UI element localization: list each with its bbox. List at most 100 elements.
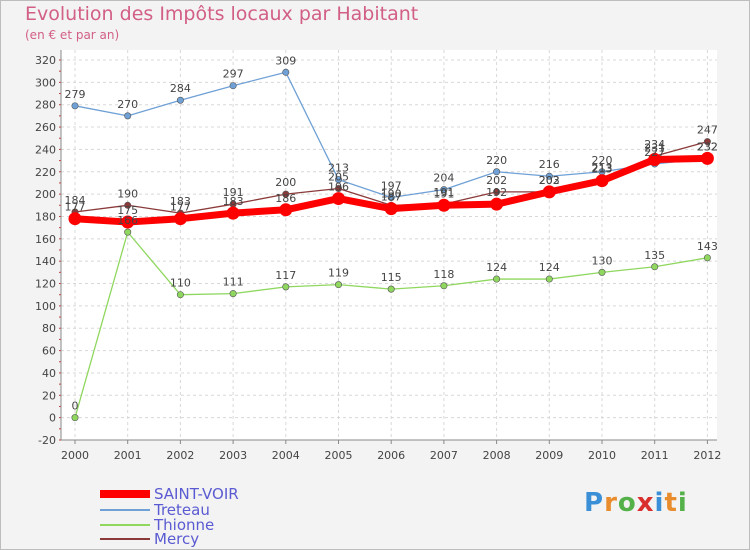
data-point bbox=[282, 68, 290, 76]
data-point bbox=[545, 275, 553, 283]
data-label: 279 bbox=[65, 88, 86, 101]
x-tick-label: 2007 bbox=[430, 449, 458, 462]
data-point bbox=[493, 188, 501, 196]
data-label: 202 bbox=[539, 174, 560, 187]
data-label: 196 bbox=[328, 181, 349, 194]
y-tick-label: 80 bbox=[42, 322, 56, 335]
data-label: 220 bbox=[486, 154, 507, 167]
data-label: 220 bbox=[592, 154, 613, 167]
data-label: 124 bbox=[486, 261, 507, 274]
data-label: 191 bbox=[433, 187, 454, 200]
data-label: 231 bbox=[644, 141, 665, 154]
data-label: 227 bbox=[644, 146, 665, 159]
data-label: 213 bbox=[592, 162, 613, 175]
data-point bbox=[173, 212, 187, 226]
data-label: 124 bbox=[539, 261, 560, 274]
data-point bbox=[440, 186, 448, 194]
x-tick-label: 2001 bbox=[114, 449, 142, 462]
data-label: 284 bbox=[170, 82, 191, 95]
legend-label: Mercy bbox=[154, 529, 200, 548]
logo-letter: i bbox=[677, 488, 688, 518]
data-point bbox=[387, 285, 395, 293]
data-point bbox=[121, 215, 135, 229]
x-tick-label: 2011 bbox=[641, 449, 669, 462]
y-tick-label: 220 bbox=[35, 166, 56, 179]
chart-subtitle: (en € et par an) bbox=[25, 28, 120, 42]
data-point bbox=[545, 172, 553, 180]
y-tick-label: 40 bbox=[42, 367, 56, 380]
data-label: 192 bbox=[486, 186, 507, 199]
legend-item-mercy: Mercy bbox=[100, 529, 200, 548]
plot-background bbox=[61, 50, 717, 440]
proxiti-logo: Proxiti bbox=[584, 488, 688, 518]
data-point bbox=[229, 82, 237, 90]
data-point bbox=[384, 202, 398, 216]
data-point bbox=[71, 414, 79, 422]
y-tick-label: 100 bbox=[35, 300, 56, 313]
data-point bbox=[700, 151, 714, 165]
data-label: 190 bbox=[381, 187, 402, 200]
data-point bbox=[334, 281, 342, 289]
data-label: 232 bbox=[697, 140, 718, 153]
data-point bbox=[598, 268, 606, 276]
x-tick-label: 2008 bbox=[483, 449, 511, 462]
x-tick-label: 2005 bbox=[325, 449, 353, 462]
legend-item-treteau: Treteau bbox=[100, 500, 210, 519]
data-label: 0 bbox=[72, 400, 79, 413]
data-label: 177 bbox=[170, 201, 191, 214]
logo-letter: P bbox=[584, 488, 605, 518]
data-point bbox=[282, 283, 290, 291]
logo-letter: x bbox=[636, 488, 655, 518]
data-label: 186 bbox=[275, 192, 296, 205]
data-point bbox=[334, 185, 342, 193]
data-label: 191 bbox=[223, 186, 244, 199]
data-label: 213 bbox=[328, 162, 349, 175]
data-label: 175 bbox=[117, 204, 138, 217]
x-tick-label: 2012 bbox=[693, 449, 721, 462]
legend-swatch bbox=[100, 508, 150, 511]
data-label: 115 bbox=[381, 271, 402, 284]
x-tick-label: 2004 bbox=[272, 449, 300, 462]
grid-layer bbox=[61, 50, 717, 441]
series-layer bbox=[68, 68, 714, 422]
data-point bbox=[124, 201, 132, 209]
data-point bbox=[71, 102, 79, 110]
data-label: 232 bbox=[697, 140, 718, 153]
data-label: 205 bbox=[328, 171, 349, 184]
data-point bbox=[648, 152, 662, 166]
data-point bbox=[282, 190, 290, 198]
data-point bbox=[490, 197, 504, 211]
data-point bbox=[440, 282, 448, 290]
data-label: 247 bbox=[697, 124, 718, 137]
y-tick-label: 200 bbox=[35, 188, 56, 201]
y-tick-label: 120 bbox=[35, 278, 56, 291]
x-tick-label: 2006 bbox=[377, 449, 405, 462]
x-tick-label: 2002 bbox=[166, 449, 194, 462]
y-tick-label: 160 bbox=[35, 233, 56, 246]
data-label: 187 bbox=[381, 191, 402, 204]
legend-label: SAINT-VOIR bbox=[154, 484, 239, 503]
data-label: 203 bbox=[539, 174, 560, 187]
x-tick-label: 2000 bbox=[61, 449, 89, 462]
data-label: 143 bbox=[697, 240, 718, 253]
y-tick-label: 140 bbox=[35, 255, 56, 268]
data-label: 184 bbox=[65, 194, 86, 207]
legend-label: Treteau bbox=[154, 500, 210, 519]
data-point bbox=[124, 228, 132, 236]
data-label: 216 bbox=[539, 158, 560, 171]
legend-label: Thionne bbox=[154, 515, 215, 534]
data-label: 119 bbox=[328, 267, 349, 280]
x-tick-label: 2009 bbox=[535, 449, 563, 462]
data-point bbox=[493, 168, 501, 176]
data-label: 200 bbox=[275, 176, 296, 189]
data-label: 118 bbox=[433, 268, 454, 281]
data-point bbox=[68, 212, 82, 226]
data-label: 309 bbox=[275, 54, 296, 67]
logo-letter: r bbox=[604, 488, 618, 518]
data-point bbox=[703, 138, 711, 146]
data-label: 190 bbox=[117, 187, 138, 200]
legend-swatch bbox=[100, 489, 150, 498]
x-tick-label: 2010 bbox=[588, 449, 616, 462]
